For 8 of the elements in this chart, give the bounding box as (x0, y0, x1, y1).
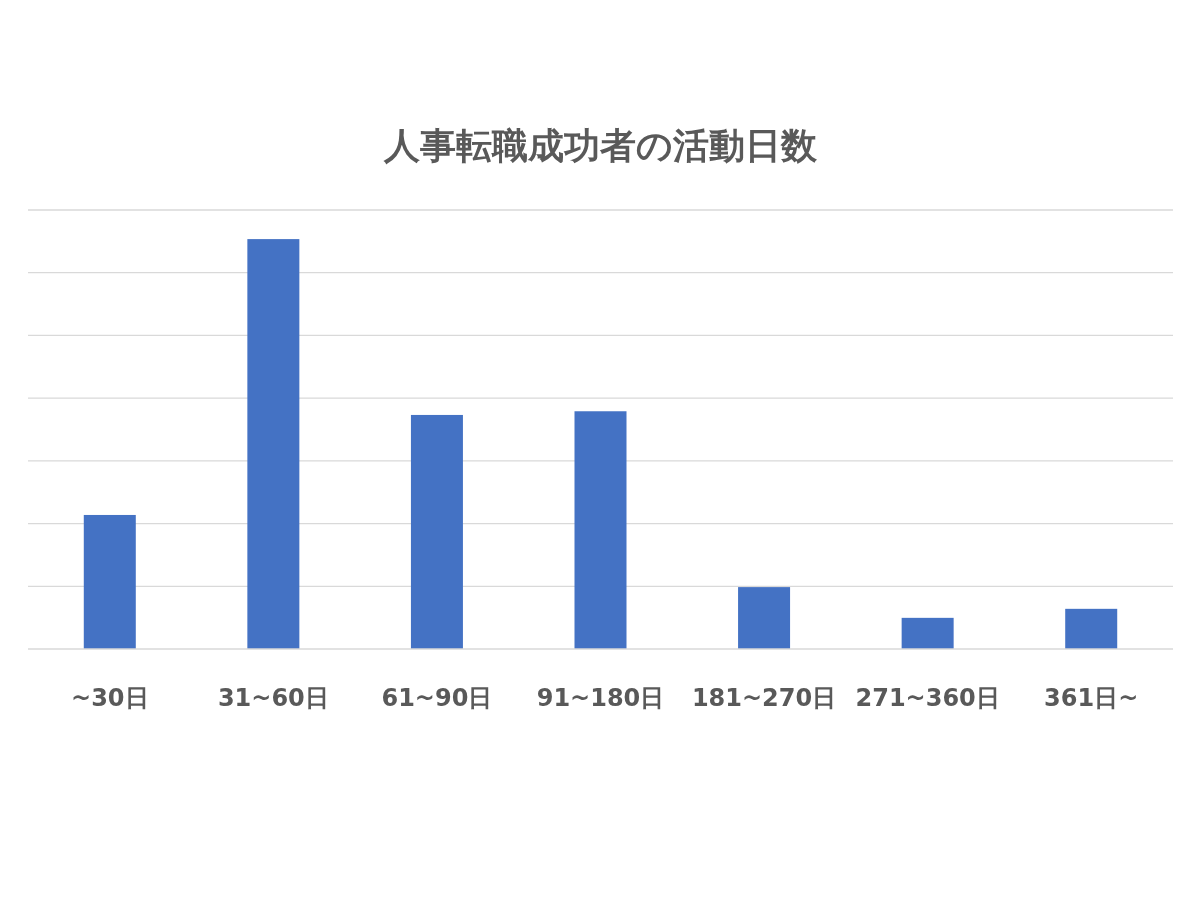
chart-title: 人事転職成功者の活動日数 (382, 125, 818, 166)
x-tick-label: 31~60日 (217, 684, 329, 712)
x-tick-label: 61~90日 (381, 684, 493, 712)
x-tick-label: 361日~ (1044, 684, 1139, 712)
x-tick-label: 181~270日 (691, 684, 837, 712)
x-tick-label: 271~360日 (855, 684, 1000, 712)
x-tick-label: ~30日 (71, 684, 149, 712)
x-tick-label: 91~180日 (536, 684, 665, 712)
